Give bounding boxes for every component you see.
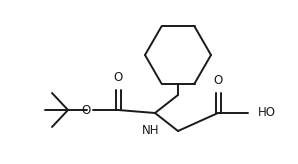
- Text: HO: HO: [258, 106, 276, 120]
- Text: O: O: [113, 71, 122, 84]
- Text: O: O: [82, 103, 91, 116]
- Text: O: O: [213, 74, 223, 87]
- Text: NH: NH: [142, 124, 160, 137]
